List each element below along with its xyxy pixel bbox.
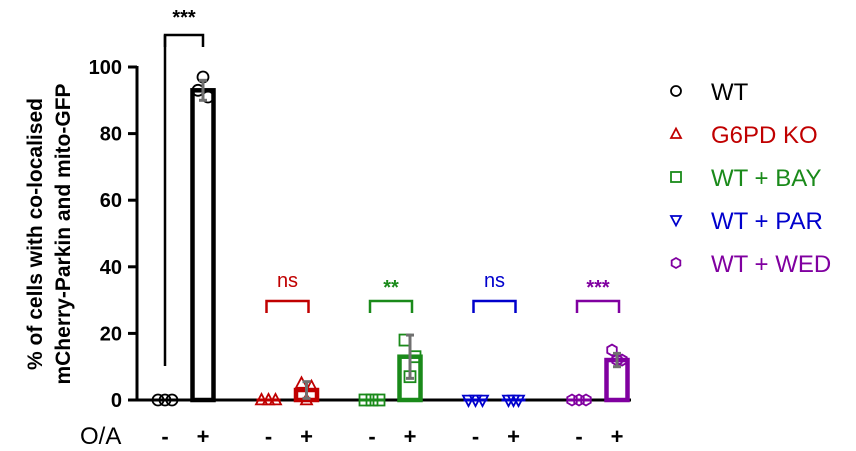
data-point-triangle-down bbox=[461, 394, 476, 408]
treatment-label: - bbox=[265, 424, 272, 449]
data-point-triangle-down bbox=[506, 394, 521, 408]
data-point-square bbox=[358, 393, 372, 407]
legend-item: WT + WED bbox=[670, 251, 831, 278]
y-axis-label: % of cells with co-localised mCherry-Park… bbox=[24, 83, 75, 384]
legend-label: WT + PAR bbox=[711, 208, 823, 235]
bar-series bbox=[153, 88, 630, 403]
y-tick-label: 80 bbox=[100, 124, 122, 146]
significance-label: ns bbox=[484, 270, 505, 292]
significance-label: *** bbox=[586, 277, 610, 299]
treatment-label: + bbox=[300, 424, 313, 449]
y-axis-label-line: mCherry-Parkin and mito-GFP bbox=[52, 83, 75, 384]
data-point-triangle-up bbox=[268, 392, 283, 406]
y-axis: 0 20 40 60 80 100 bbox=[89, 57, 139, 412]
data-point-circle bbox=[670, 85, 682, 97]
treatment-label: + bbox=[404, 424, 417, 449]
y-tick-label: 0 bbox=[111, 390, 122, 412]
legend-label: WT + WED bbox=[711, 251, 831, 278]
significance-label: *** bbox=[172, 7, 196, 29]
y-tick-label: 100 bbox=[89, 57, 122, 79]
data-point-hexagon bbox=[606, 343, 618, 357]
significance-annotations: *** ns ** ns *** bbox=[163, 7, 621, 366]
y-tick-label: 40 bbox=[100, 257, 122, 279]
significance-bracket bbox=[368, 299, 414, 313]
data-point-hexagon bbox=[670, 256, 682, 270]
legend-item: WT + BAY bbox=[670, 165, 821, 192]
x-axis-label: O/A bbox=[80, 423, 121, 450]
data-point-triangle-up bbox=[254, 392, 269, 406]
legend-label: G6PD KO bbox=[711, 122, 818, 149]
data-point-hexagon bbox=[573, 393, 585, 407]
y-axis-label-line: % of cells with co-localised bbox=[24, 98, 47, 370]
data-point-triangle-up bbox=[261, 392, 276, 406]
treatment-label: - bbox=[575, 424, 582, 449]
significance-bracket bbox=[575, 299, 621, 313]
data-point-circle bbox=[151, 393, 165, 407]
data-point-hexagon bbox=[566, 393, 578, 407]
y-tick-label: 20 bbox=[100, 323, 122, 345]
legend-label: WT + BAY bbox=[711, 165, 821, 192]
data-point-square bbox=[372, 393, 386, 407]
treatment-label: - bbox=[472, 424, 479, 449]
data-points bbox=[151, 70, 628, 408]
data-point-triangle-up bbox=[304, 378, 319, 392]
data-point-square bbox=[365, 393, 379, 407]
treatment-label: - bbox=[368, 424, 375, 449]
legend-item: G6PD KO bbox=[669, 122, 818, 149]
x-tick-labels: - + - + - + - + - + O/A bbox=[80, 423, 623, 450]
data-point-circle bbox=[165, 393, 179, 407]
legend-label: WT bbox=[711, 79, 749, 106]
legend-item: WT + PAR bbox=[669, 208, 823, 235]
significance-bracket bbox=[265, 299, 310, 313]
legend: WT G6PD KO WT + BAY WT + PAR WT + WED bbox=[669, 79, 831, 278]
legend-item: WT bbox=[670, 79, 749, 106]
significance-label: ** bbox=[383, 277, 399, 299]
treatment-label: + bbox=[197, 424, 210, 449]
significance-bracket bbox=[163, 33, 205, 47]
data-point-triangle-down bbox=[468, 394, 483, 408]
data-point-square bbox=[670, 171, 682, 183]
data-point-circle bbox=[158, 393, 172, 407]
data-point-triangle-down bbox=[669, 215, 683, 228]
y-tick-label: 60 bbox=[100, 190, 122, 212]
significance-label: ns bbox=[277, 270, 298, 292]
significance-bracket bbox=[472, 299, 517, 313]
treatment-label: + bbox=[507, 424, 520, 449]
data-point-triangle-up bbox=[669, 126, 683, 139]
treatment-label: - bbox=[161, 424, 168, 449]
data-point-triangle-down bbox=[475, 394, 490, 408]
treatment-label: + bbox=[611, 424, 624, 449]
bar bbox=[190, 88, 216, 403]
data-point-hexagon bbox=[580, 393, 592, 407]
error-bars bbox=[199, 78, 621, 400]
